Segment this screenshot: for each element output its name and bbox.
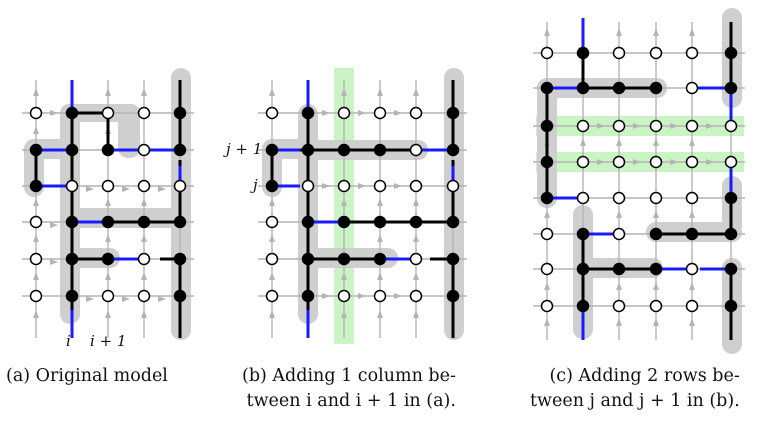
panel-a-arrowheads — [33, 88, 166, 318]
panel-c-shading — [537, 8, 742, 354]
panel-b-label-j-plus-1: j + 1 — [226, 140, 263, 158]
panel-c-arrowheads — [544, 28, 714, 326]
panel-c-grid — [533, 22, 745, 340]
caption-c: (c) Adding 2 rows be- tween j and j + 1 … — [530, 364, 740, 414]
panel-c-vertices — [540, 46, 738, 313]
panel-b — [258, 68, 467, 344]
caption-a: (a) Original model — [6, 364, 168, 389]
caption-c-line2: tween j and j + 1 in (b). — [530, 391, 740, 411]
panel-b-arrowheads — [269, 88, 419, 318]
panel-a-vertices — [29, 106, 187, 303]
panel-a-label-i: i — [66, 332, 71, 350]
panel-c — [533, 8, 745, 354]
caption-b: (b) Adding 1 column be- tween i and i + … — [242, 364, 456, 414]
caption-b-line2: tween i and i + 1 in (a). — [246, 391, 456, 411]
caption-b-line1: (b) Adding 1 column be- — [242, 366, 456, 386]
caption-c-line1: (c) Adding 2 rows be- — [549, 366, 740, 386]
panel-b-grid — [258, 80, 467, 338]
panel-a-label-i-plus-1: i + 1 — [90, 332, 127, 350]
panel-b-label-j: j — [253, 176, 258, 194]
panel-b-shading — [262, 68, 464, 340]
panel-a — [22, 68, 194, 340]
panel-b-vertices — [265, 106, 460, 303]
caption-a-line1: (a) Original model — [6, 366, 168, 386]
